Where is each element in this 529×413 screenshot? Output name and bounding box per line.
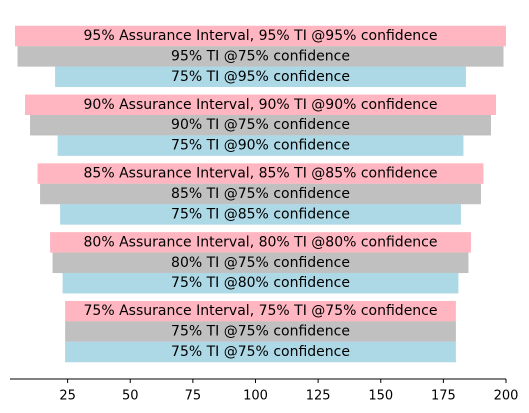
x-tick-label: 25 [59, 389, 76, 404]
interval-bar [65, 300, 456, 322]
interval-bar [25, 94, 496, 116]
bar-label: 90% TI @75% confidence [171, 117, 350, 133]
interval-bar [50, 232, 471, 253]
interval-bar [40, 183, 481, 205]
bar-label: 75% Assurance Interval, 75% TI @75% conf… [84, 303, 438, 319]
interval-bar [65, 321, 456, 342]
x-tick-label: 75 [185, 389, 202, 404]
interval-bar [15, 25, 506, 47]
interval-bar [30, 114, 491, 136]
bar-label: 80% Assurance Interval, 80% TI @80% conf… [84, 234, 438, 250]
x-tick-label: 125 [306, 389, 331, 404]
interval-bar [37, 163, 484, 184]
x-tick-label: 175 [431, 389, 456, 404]
interval-bar [17, 46, 504, 67]
interval-bar [52, 252, 469, 274]
interval-bar [62, 272, 459, 294]
x-axis-ticks: 25 50 75 100 125 150 175 200 [59, 379, 518, 404]
bar-label: 95% TI @75% confidence [171, 48, 350, 64]
bar-label: 75% TI @80% confidence [171, 275, 350, 291]
bar-label: 75% TI @85% confidence [171, 206, 350, 222]
bar-label: 75% TI @90% confidence [171, 138, 350, 154]
interval-bar [55, 66, 466, 88]
bar-label: 85% TI @75% confidence [171, 186, 350, 202]
interval-bar [65, 341, 456, 363]
x-tick-label: 50 [122, 389, 139, 404]
interval-bar [57, 135, 464, 156]
bar-label: 75% TI @95% confidence [171, 69, 350, 85]
bars-layer: 95% Assurance Interval, 95% TI @95% conf… [15, 25, 506, 363]
bar-label: 90% Assurance Interval, 90% TI @90% conf… [84, 97, 438, 113]
bar-label: 95% Assurance Interval, 95% TI @95% conf… [84, 28, 438, 44]
bar-label: 85% Assurance Interval, 85% TI @85% conf… [84, 166, 438, 182]
bar-label: 75% TI @75% confidence [171, 344, 350, 360]
x-tick-label: 150 [368, 389, 393, 404]
x-tick-label: 100 [243, 389, 268, 404]
bar-label: 80% TI @75% confidence [171, 255, 350, 271]
bar-label: 75% TI @75% confidence [171, 324, 350, 340]
interval-bar [60, 204, 461, 225]
x-tick-label: 200 [494, 389, 519, 404]
